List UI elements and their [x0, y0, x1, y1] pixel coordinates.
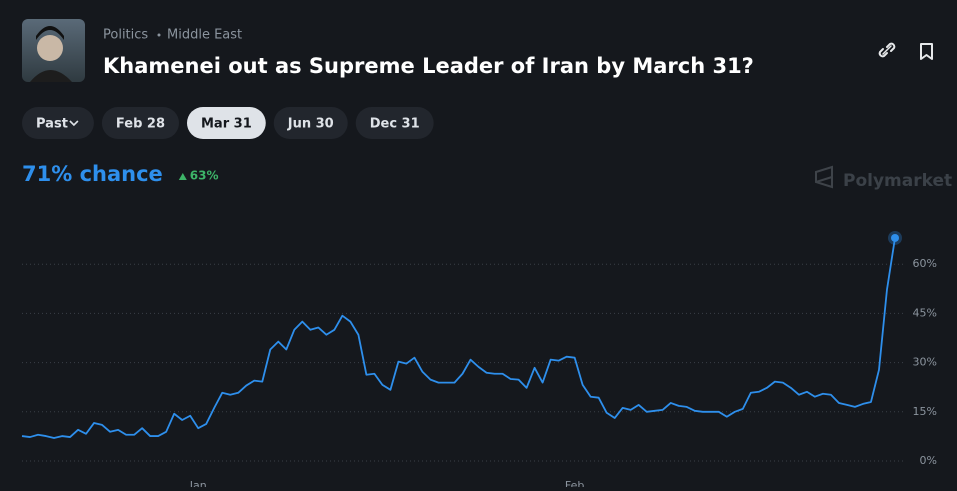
avatar-face	[37, 35, 63, 61]
tab-label: Past	[36, 117, 68, 132]
change: 63%	[190, 169, 219, 183]
last-point	[891, 233, 899, 242]
avatar-robe	[30, 70, 72, 82]
breadcrumb[interactable]: Middle East	[167, 28, 242, 43]
y-tick-label: 60%	[913, 257, 937, 270]
tab-label: Jun 30	[287, 117, 334, 132]
separator	[157, 33, 161, 37]
bookmark-icon[interactable]	[920, 43, 933, 60]
brand-logo	[815, 165, 833, 189]
market-title: Khamenei out as Supreme Leader of Iran b…	[103, 54, 754, 78]
tabs: Past Feb 28 Mar 31 Jun 30 Dec 31	[22, 107, 434, 139]
plot: 0% 15% 30% 45% 60% Jan Feb	[21, 230, 937, 491]
price-line	[21, 237, 896, 439]
tab[interactable]: Feb 28	[101, 107, 179, 139]
tab-label: Dec 31	[370, 117, 420, 132]
tab-label: Mar 31	[201, 117, 252, 132]
brand: Polymarket	[843, 171, 952, 191]
tab-pill	[355, 107, 434, 139]
x-tick-label: Feb	[565, 479, 584, 487]
avatar-turban	[36, 26, 64, 40]
tab[interactable]: Dec 31	[355, 107, 434, 139]
tab-pill	[101, 107, 179, 139]
tab-pill	[273, 107, 348, 139]
breadcrumb[interactable]: Politics	[103, 28, 148, 43]
y-tick-label: 30%	[913, 356, 937, 369]
tab-label: Feb 28	[116, 117, 165, 132]
tab[interactable]: Mar 31	[187, 107, 266, 139]
chance: 71% chance	[22, 162, 163, 186]
y-tick-label: 45%	[913, 306, 937, 319]
change-arrow	[178, 173, 187, 180]
y-tick-label: 15%	[913, 405, 937, 418]
chevron	[69, 120, 79, 127]
y-tick-label: 0%	[920, 454, 937, 467]
tab-pill	[22, 107, 94, 139]
link-icon[interactable]	[878, 42, 896, 58]
x-tick-label: Jan	[189, 479, 207, 487]
tab-pill	[187, 107, 266, 139]
tab[interactable]: Past	[22, 107, 94, 139]
tab[interactable]: Jun 30	[273, 107, 348, 139]
